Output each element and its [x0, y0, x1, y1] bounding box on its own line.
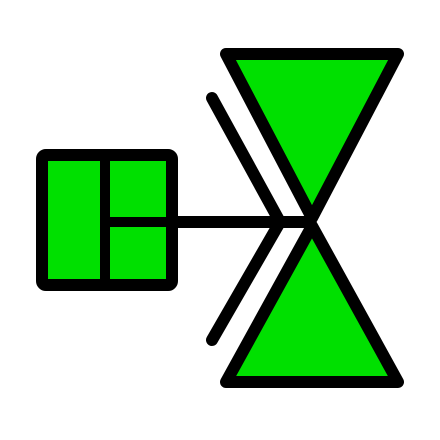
valve-lower-triangle — [220, 220, 404, 388]
valve-chevron-line — [206, 92, 287, 346]
valve-upper-triangle — [220, 48, 404, 224]
actuator-box — [36, 149, 178, 291]
